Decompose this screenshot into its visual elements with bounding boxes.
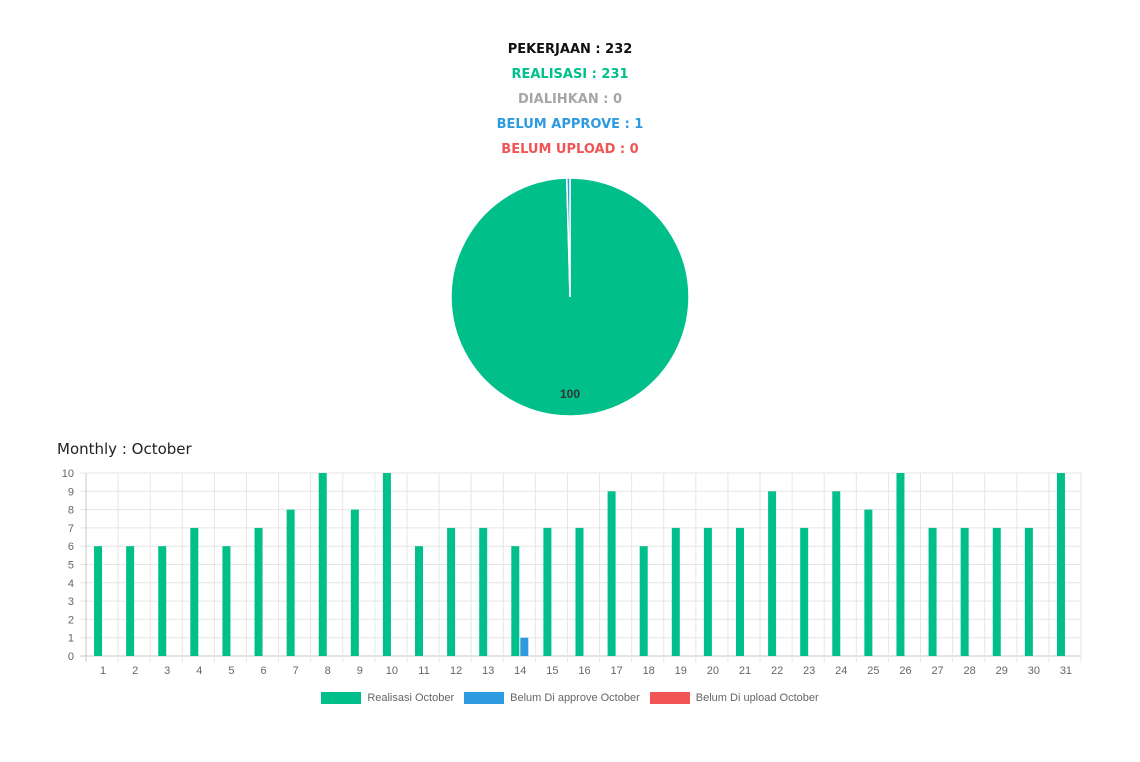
bar-realisasi-october-28[interactable] — [960, 527, 969, 656]
bar-realisasi-october-18[interactable] — [639, 546, 648, 656]
x-tick-label: 24 — [835, 665, 847, 677]
x-tick-label: 21 — [739, 665, 751, 677]
x-tick-label: 19 — [675, 665, 687, 677]
bar-realisasi-october-2[interactable] — [126, 546, 135, 656]
bar-realisasi-october-8[interactable] — [318, 473, 327, 656]
x-tick-label: 15 — [546, 665, 558, 677]
bar-realisasi-october-13[interactable] — [479, 527, 488, 656]
x-tick-label: 5 — [228, 665, 234, 677]
bar-realisasi-october-16[interactable] — [575, 527, 584, 656]
x-tick-label: 20 — [707, 665, 719, 677]
y-tick-label: 10 — [62, 468, 74, 480]
bar-realisasi-october-5[interactable] — [222, 546, 231, 656]
stat-realisasi: REALISASI : 231 — [511, 67, 629, 82]
stat-belum-approve: BELUM APPROVE : 1 — [496, 117, 644, 132]
x-tick-label: 13 — [482, 665, 494, 677]
bar-realisasi-october-12[interactable] — [447, 527, 456, 656]
bar-realisasi-october-21[interactable] — [735, 527, 744, 656]
y-tick-label: 6 — [68, 541, 74, 553]
stat-belum-upload: BELUM UPLOAD : 0 — [501, 142, 639, 157]
bar-realisasi-october-25[interactable] — [864, 509, 873, 656]
bar-realisasi-october-29[interactable] — [992, 527, 1001, 656]
pie-chart: 100 — [450, 177, 690, 417]
y-tick-label: 2 — [68, 614, 74, 626]
x-tick-label: 8 — [325, 665, 331, 677]
x-tick-label: 25 — [867, 665, 879, 677]
x-tick-label: 22 — [771, 665, 783, 677]
bar-belum-di-approve-october-14[interactable] — [520, 637, 529, 656]
bar-realisasi-october-14[interactable] — [511, 546, 520, 656]
x-tick-label: 17 — [610, 665, 622, 677]
legend-item-belum-upload[interactable]: Belum Di upload October — [649, 692, 819, 704]
bar-realisasi-october-24[interactable] — [832, 491, 841, 656]
summary-stats: PEKERJAAN : 232 REALISASI : 231 DIALIHKA… — [0, 40, 1140, 165]
x-tick-label: 18 — [643, 665, 655, 677]
legend-item-belum-approve[interactable]: Belum Di approve October — [464, 692, 640, 704]
pie-slice-belum-approve[interactable] — [566, 177, 571, 298]
y-tick-label: 0 — [68, 651, 74, 663]
bar-realisasi-october-7[interactable] — [286, 509, 295, 656]
x-tick-label: 27 — [931, 665, 943, 677]
bar-realisasi-october-26[interactable] — [896, 473, 905, 656]
y-tick-label: 8 — [68, 505, 74, 517]
monthly-chart-title: Monthly : October — [57, 440, 192, 458]
x-tick-label: 28 — [964, 665, 976, 677]
legend-item-realisasi[interactable]: Realisasi October — [321, 692, 454, 704]
bar-realisasi-october-9[interactable] — [350, 509, 359, 656]
x-tick-label: 7 — [293, 665, 299, 677]
bar-realisasi-october-15[interactable] — [543, 527, 552, 656]
y-tick-label: 7 — [68, 523, 74, 535]
bar-realisasi-october-20[interactable] — [703, 527, 712, 656]
x-tick-label: 1 — [100, 665, 106, 677]
x-tick-label: 14 — [514, 665, 526, 677]
bar-realisasi-october-22[interactable] — [768, 491, 777, 656]
bar-realisasi-october-31[interactable] — [1056, 473, 1065, 656]
bar-realisasi-october-10[interactable] — [382, 473, 391, 656]
bar-realisasi-october-30[interactable] — [1024, 527, 1033, 656]
y-tick-label: 5 — [68, 560, 74, 572]
y-tick-label: 1 — [68, 633, 74, 645]
x-tick-label: 11 — [418, 665, 429, 677]
y-tick-label: 4 — [68, 578, 74, 590]
x-tick-label: 26 — [899, 665, 911, 677]
legend-label-belum-approve: Belum Di approve October — [510, 692, 640, 704]
x-tick-label: 4 — [196, 665, 202, 677]
bar-realisasi-october-27[interactable] — [928, 527, 937, 656]
legend-swatch-belum-approve — [464, 692, 505, 704]
bar-realisasi-october-3[interactable] — [158, 546, 167, 656]
x-tick-label: 2 — [132, 665, 138, 677]
y-tick-label: 3 — [68, 596, 74, 608]
bar-realisasi-october-23[interactable] — [800, 527, 809, 656]
bar-realisasi-october-11[interactable] — [415, 546, 424, 656]
x-tick-label: 29 — [996, 665, 1008, 677]
bar-realisasi-october-1[interactable] — [94, 546, 103, 656]
x-tick-label: 23 — [803, 665, 815, 677]
bar-realisasi-october-17[interactable] — [607, 491, 616, 656]
x-tick-label: 12 — [450, 665, 462, 677]
legend-label-realisasi: Realisasi October — [367, 692, 455, 704]
stat-dialihkan: DIALIHKAN : 0 — [518, 92, 622, 107]
x-tick-label: 9 — [357, 665, 363, 677]
x-tick-label: 3 — [164, 665, 170, 677]
x-tick-label: 31 — [1060, 665, 1072, 677]
legend-label-belum-upload: Belum Di upload October — [695, 692, 819, 704]
bar-realisasi-october-4[interactable] — [190, 527, 199, 656]
bar-realisasi-october-19[interactable] — [671, 527, 680, 656]
chart-legend: Realisasi October Belum Di approve Octob… — [0, 692, 1140, 704]
stat-pekerjaan: PEKERJAAN : 232 — [507, 42, 633, 57]
x-tick-label: 10 — [386, 665, 398, 677]
legend-swatch-belum-upload — [649, 692, 690, 704]
legend-swatch-realisasi — [321, 692, 362, 704]
bar-realisasi-october-6[interactable] — [254, 527, 263, 656]
x-tick-label: 16 — [578, 665, 590, 677]
pie-data-label: 100 — [560, 387, 580, 401]
x-tick-label: 30 — [1028, 665, 1040, 677]
x-tick-label: 6 — [260, 665, 266, 677]
y-tick-label: 9 — [68, 486, 74, 498]
